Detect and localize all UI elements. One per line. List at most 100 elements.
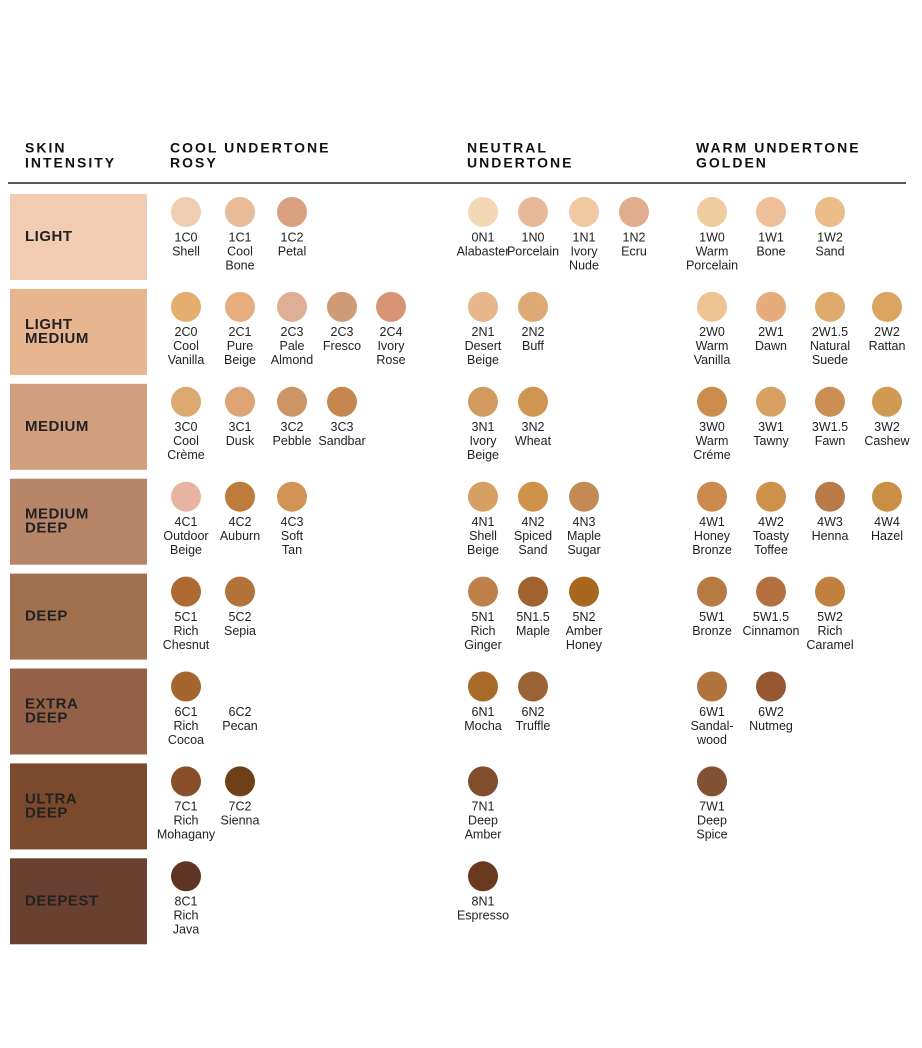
shade-name: Java — [173, 923, 199, 937]
shade-code: 6W2 — [758, 705, 784, 719]
shade-name: wood — [696, 733, 727, 747]
shade-swatch — [697, 766, 727, 797]
shade-name: Bone — [756, 244, 785, 258]
shade-name: Espresso — [457, 909, 509, 923]
shade-name: Desert — [465, 339, 502, 353]
intensity-box — [10, 383, 147, 470]
shade-name: Maple — [516, 624, 550, 638]
shade-swatch — [225, 197, 255, 227]
shade-code: 2W1 — [758, 325, 784, 339]
shade-code: 2N2 — [522, 325, 545, 339]
shade-code: 2N1 — [472, 325, 495, 339]
shade-swatch — [171, 766, 201, 797]
column-header: GOLDEN — [696, 155, 768, 171]
shade-name: Sienna — [221, 814, 260, 828]
shade-code: 3W2 — [874, 420, 900, 434]
shade-name: Ginger — [464, 638, 502, 652]
shade-name: Outdoor — [163, 529, 208, 543]
shade-name: Toffee — [754, 543, 788, 557]
intensity-label: MEDIUM — [25, 506, 89, 523]
shade-name: Fresco — [323, 339, 361, 353]
shade-name: Natural — [810, 339, 850, 353]
shade-swatch — [518, 671, 548, 702]
shade-name: Bronze — [692, 624, 732, 638]
shade-swatch — [468, 481, 498, 512]
shade-code: 4C1 — [175, 515, 198, 529]
shade-code: 1N2 — [623, 230, 646, 244]
intensity-label: DEEP — [25, 520, 68, 537]
intensity-label: DEEPEST — [25, 892, 99, 909]
shade-code: 8N1 — [472, 895, 495, 909]
shade-code: 2W1.5 — [812, 325, 848, 339]
intensity-box — [10, 763, 147, 850]
shade-swatch — [171, 197, 201, 227]
shade-name: Caramel — [806, 638, 853, 652]
shade-name: Pebble — [273, 434, 312, 448]
shade-name: Deep — [468, 814, 498, 828]
shade-code: 1W2 — [817, 230, 843, 244]
shade-name: Cool — [227, 244, 253, 258]
shade-swatch — [468, 766, 498, 797]
shade-name: Sepia — [224, 624, 256, 638]
shade-name: Buff — [522, 339, 545, 353]
shade-name: Amber — [465, 828, 502, 842]
shade-swatch — [376, 291, 406, 322]
shade-code: 1W0 — [699, 230, 725, 244]
shade-name: Crème — [167, 448, 205, 462]
shade-code: 5W1 — [699, 610, 725, 624]
shade-name: Chesnut — [163, 638, 210, 652]
shade-swatch — [327, 291, 357, 322]
shade-code: 7W1 — [699, 800, 725, 814]
shade-swatch — [815, 197, 845, 227]
shade-swatch — [815, 386, 845, 417]
shade-name: Cool — [173, 339, 199, 353]
column-header: COOL UNDERTONE — [170, 140, 331, 156]
shade-name: Tan — [282, 543, 302, 557]
shade-swatch — [697, 197, 727, 227]
shade-code: 3C3 — [331, 420, 354, 434]
shade-swatch — [171, 671, 201, 702]
shade-swatch — [277, 197, 307, 227]
intensity-label: DEEP — [25, 608, 68, 625]
shade-swatch — [756, 291, 786, 322]
shade-code: 2W2 — [874, 325, 900, 339]
shade-code: 5W2 — [817, 610, 843, 624]
shade-swatch — [872, 291, 902, 322]
shade-code: 2C1 — [229, 325, 252, 339]
shade-swatch — [277, 481, 307, 512]
column-header: ROSY — [170, 155, 218, 171]
shade-swatch — [518, 197, 548, 227]
shade-name: Rich — [173, 624, 198, 638]
shade-name: Beige — [467, 543, 499, 557]
shade-code: 0N1 — [472, 230, 495, 244]
shade-name: Pecan — [222, 719, 257, 733]
shade-swatch — [327, 386, 357, 417]
shade-name: Cool — [173, 434, 199, 448]
shade-name: Petal — [278, 244, 307, 258]
shade-name: Beige — [170, 543, 202, 557]
shade-swatch — [171, 291, 201, 322]
intensity-label: EXTRA — [25, 695, 78, 712]
shade-name: Cocoa — [168, 733, 204, 747]
intensity-label: LIGHT — [25, 316, 73, 333]
shade-swatch — [815, 291, 845, 322]
shade-swatch — [815, 576, 845, 607]
shade-name: Rich — [817, 624, 842, 638]
shade-name: Sandal- — [690, 719, 733, 733]
shade-name: Rich — [173, 719, 198, 733]
shade-code: 5W1.5 — [753, 610, 789, 624]
shade-name: Maple — [567, 529, 601, 543]
shade-name: Vanilla — [694, 353, 731, 367]
shade-code: 2C3 — [331, 325, 354, 339]
shade-name: Dawn — [755, 339, 787, 353]
shade-code: 4N1 — [472, 515, 495, 529]
shade-code: 4W3 — [817, 515, 843, 529]
shade-name: Rich — [470, 624, 495, 638]
shade-code: 2C4 — [380, 325, 403, 339]
shade-swatch — [815, 481, 845, 512]
shade-name: Sand — [518, 543, 547, 557]
shade-swatch — [872, 481, 902, 512]
shade-code: 5N1 — [472, 610, 495, 624]
shade-swatch — [697, 291, 727, 322]
